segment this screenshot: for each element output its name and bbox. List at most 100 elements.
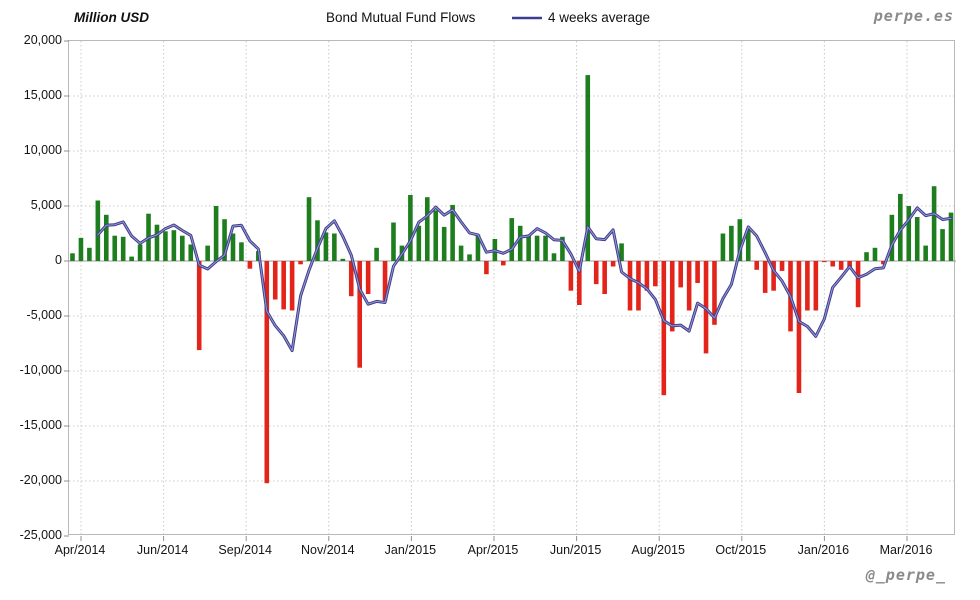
bar-week-84 xyxy=(771,261,776,291)
bar-week-62 xyxy=(585,75,591,261)
bar-week-83 xyxy=(762,261,768,293)
x-tick-label: Aug/2015 xyxy=(631,543,685,557)
y-tick-label: 15,000 xyxy=(23,88,62,102)
bar-week-85 xyxy=(779,261,785,271)
bar-week-89 xyxy=(813,261,819,311)
bar-week-64 xyxy=(602,261,607,294)
bar-week-82 xyxy=(754,261,760,270)
bar-week-48 xyxy=(467,254,472,261)
bar-week-4 xyxy=(95,200,101,261)
y-axis-title: Million USD xyxy=(74,10,149,25)
bar-week-29 xyxy=(306,197,312,261)
bar-week-65 xyxy=(610,261,616,267)
bar-week-88 xyxy=(805,261,810,311)
bar-week-22 xyxy=(247,261,253,269)
bar-week-42 xyxy=(416,225,422,261)
bar-week-1 xyxy=(70,253,75,261)
bar-week-16 xyxy=(196,261,202,351)
bar-week-11 xyxy=(154,224,160,261)
bar-week-75 xyxy=(695,261,700,283)
x-tick-label: Nov/2014 xyxy=(301,543,355,557)
x-tick-label: Jun/2014 xyxy=(136,543,189,557)
x-tick-label: Jun/2015 xyxy=(549,543,602,557)
bar-week-63 xyxy=(593,261,599,285)
y-tick-label: 10,000 xyxy=(23,143,62,157)
bar-week-60 xyxy=(568,261,574,291)
bar-week-12 xyxy=(163,231,168,261)
bar-week-80 xyxy=(737,219,743,261)
bar-week-9 xyxy=(137,244,143,261)
bar-week-105 xyxy=(948,212,954,261)
bar-week-73 xyxy=(678,261,683,288)
legend-line-icon xyxy=(512,16,542,19)
bar-week-18 xyxy=(213,206,219,261)
bar-week-103 xyxy=(931,186,937,261)
bar-week-74 xyxy=(686,261,692,311)
bar-week-36 xyxy=(365,261,371,294)
y-tick-label: -15,000 xyxy=(19,418,62,432)
bar-week-45 xyxy=(441,226,447,261)
bar-week-92 xyxy=(838,261,844,270)
bar-week-98 xyxy=(889,214,895,261)
bar-week-79 xyxy=(729,225,734,261)
legend-label: 4 weeks average xyxy=(548,10,651,25)
bar-week-2 xyxy=(78,237,84,261)
bar-week-17 xyxy=(205,245,210,261)
bar-week-93 xyxy=(847,261,852,268)
x-tick-label: Jan/2016 xyxy=(797,543,850,557)
bar-week-87 xyxy=(796,261,802,393)
bar-week-28 xyxy=(298,261,303,265)
bar-week-8 xyxy=(129,256,134,261)
bar-week-94 xyxy=(855,261,861,308)
bar-week-99 xyxy=(898,193,903,261)
plot-area xyxy=(64,40,956,541)
y-tick-label: 0 xyxy=(55,253,62,267)
bar-week-49 xyxy=(475,234,481,261)
y-tick-label: -10,000 xyxy=(19,363,62,377)
bar-week-46 xyxy=(450,204,455,261)
bar-week-71 xyxy=(661,261,667,396)
bar-week-3 xyxy=(87,247,92,261)
bar-week-90 xyxy=(821,261,827,263)
chart-title: Bond Mutual Fund Flows xyxy=(326,10,476,25)
bar-week-55 xyxy=(526,234,531,261)
bar-week-53 xyxy=(509,218,515,261)
bar-week-50 xyxy=(484,261,489,275)
x-tick-label: Apr/2014 xyxy=(54,543,106,557)
bar-week-102 xyxy=(923,245,928,261)
x-tick-label: Jan/2015 xyxy=(384,543,437,557)
bar-week-57 xyxy=(543,235,548,261)
y-tick-label: -5,000 xyxy=(26,308,62,322)
bar-week-37 xyxy=(374,247,379,261)
y-tick-label: 20,000 xyxy=(23,33,62,47)
bar-week-14 xyxy=(180,235,185,261)
y-tick-label: -25,000 xyxy=(19,528,62,542)
bar-week-78 xyxy=(720,233,726,261)
bar-week-100 xyxy=(906,206,912,261)
bar-week-27 xyxy=(289,261,295,311)
bar-week-30 xyxy=(315,220,320,261)
x-tick-label: Oct/2015 xyxy=(715,543,767,557)
bar-week-56 xyxy=(534,235,540,261)
bar-week-20 xyxy=(230,233,236,261)
bar-week-32 xyxy=(332,233,337,261)
bar-week-61 xyxy=(577,261,582,305)
bar-week-70 xyxy=(653,261,658,287)
bar-week-104 xyxy=(940,229,945,261)
bar-week-58 xyxy=(551,253,557,261)
bar-week-44 xyxy=(433,210,439,261)
bar-week-54 xyxy=(517,225,523,261)
bar-week-24 xyxy=(264,261,270,484)
bar-week-59 xyxy=(560,236,565,261)
bar-week-101 xyxy=(914,217,920,261)
x-tick-label: Sep/2014 xyxy=(218,543,272,557)
bar-week-38 xyxy=(382,261,388,301)
bar-week-35 xyxy=(357,261,363,368)
bar-week-96 xyxy=(872,247,878,261)
bar-week-13 xyxy=(171,230,177,261)
bar-week-67 xyxy=(627,261,633,311)
bar-week-5 xyxy=(103,214,109,261)
bar-week-77 xyxy=(712,261,717,325)
bar-week-41 xyxy=(408,195,413,261)
bar-week-47 xyxy=(458,245,464,261)
